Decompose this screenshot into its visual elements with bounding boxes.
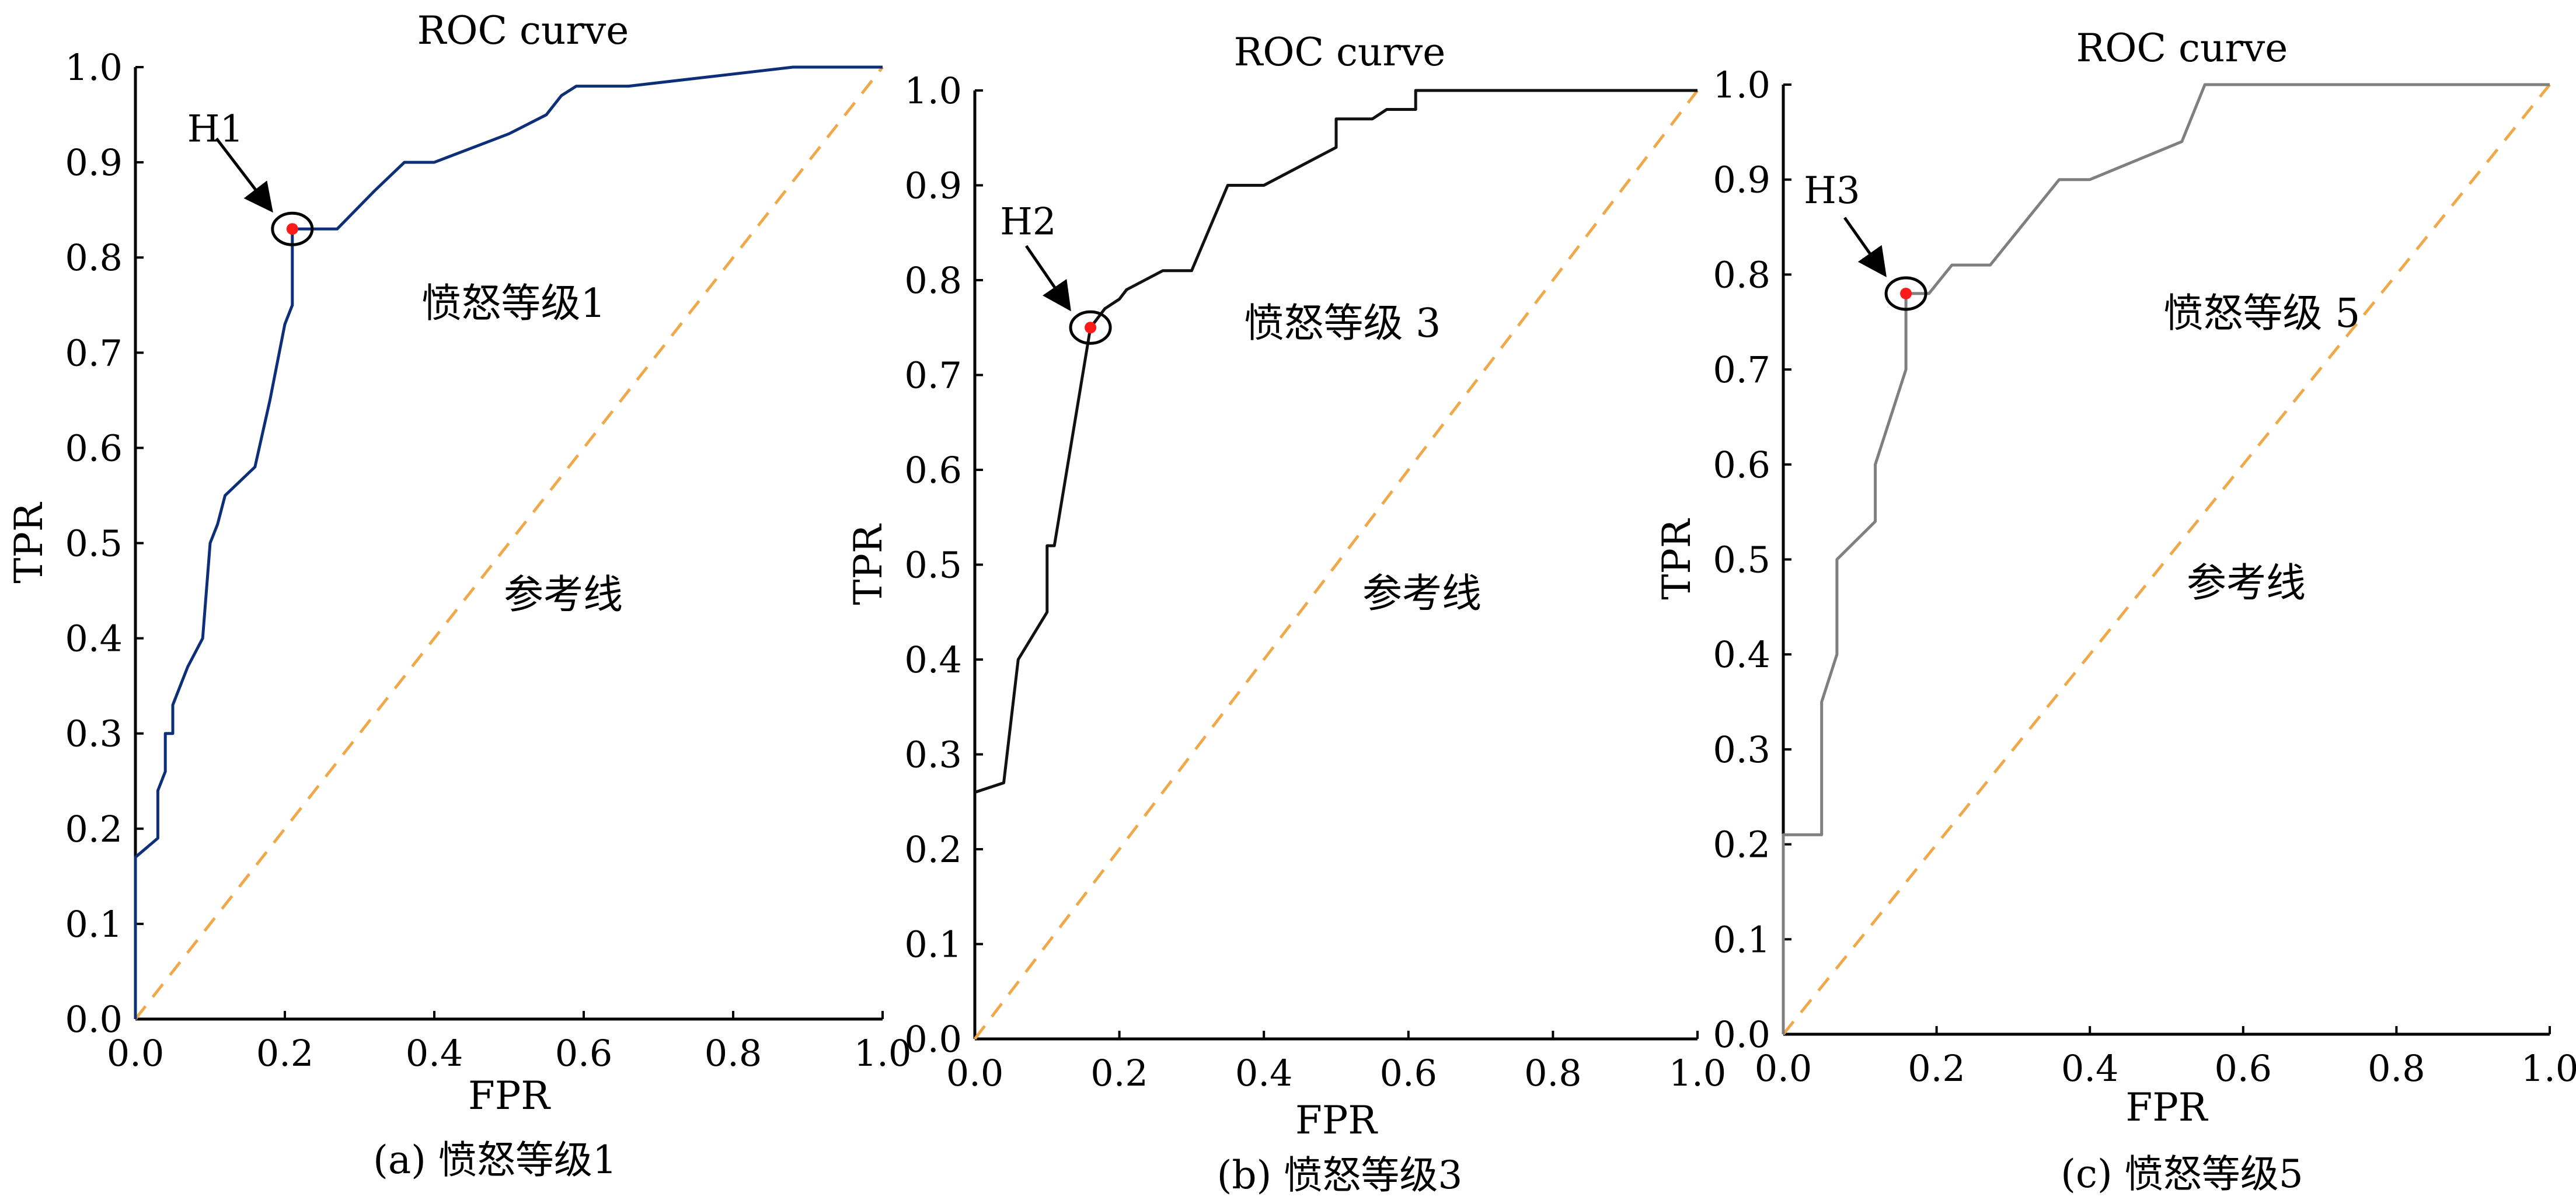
reference-line (974, 89, 1699, 1040)
y-tick-label: 0.6 (904, 449, 962, 491)
chart-title: ROC curve (1234, 30, 1446, 75)
y-tick-label: 0.4 (1713, 633, 1770, 676)
class-label: 愤怒等级1 (421, 281, 605, 327)
y-tick-label: 0.3 (904, 734, 962, 776)
y-tick-label: 0.5 (904, 544, 962, 587)
x-tick-label: 0.0 (1755, 1047, 1812, 1090)
optimal-point-label: H2 (1000, 200, 1057, 243)
y-tick-label: 0.8 (1713, 253, 1770, 296)
y-tick-label: 0.7 (1713, 348, 1770, 391)
y-tick-label: 0.3 (65, 713, 123, 755)
y-tick-label: 0.9 (1713, 159, 1770, 201)
optimal-point-dot (1900, 287, 1912, 299)
y-tick-label: 0.6 (65, 427, 123, 469)
x-tick-label: 1.0 (1669, 1052, 1727, 1094)
y-tick-label: 0.4 (65, 618, 123, 660)
x-tick-label: 0.4 (406, 1032, 463, 1075)
chart-title: ROC curve (417, 8, 629, 53)
panel-caption: (b) 愤怒等级3 (1217, 1153, 1463, 1198)
chart-title: ROC curve (2076, 26, 2288, 71)
y-axis-label: TPR (846, 523, 891, 605)
class-label: 愤怒等级 5 (2164, 291, 2361, 337)
x-tick-label: 0.8 (705, 1032, 762, 1075)
reference-line-label: 参考线 (2187, 560, 2306, 606)
y-axis-label: TPR (1654, 518, 1699, 599)
y-tick-label: 0.5 (65, 522, 123, 565)
x-tick-label: 0.6 (555, 1032, 613, 1075)
optimal-point-arrow (1025, 245, 1071, 312)
y-tick-label: 0.7 (904, 354, 962, 397)
x-tick-label: 0.8 (1524, 1052, 1582, 1094)
x-tick-label: 0.8 (2368, 1047, 2425, 1090)
x-tick-label: 0.4 (2061, 1047, 2119, 1090)
x-tick-label: 1.0 (854, 1032, 912, 1075)
x-axis-label: FPR (1295, 1098, 1378, 1143)
y-tick-label: 0.8 (904, 259, 962, 302)
optimal-point-circle (271, 211, 314, 246)
optimal-point-circle (1884, 276, 1927, 311)
roc-curve-line (974, 89, 1697, 794)
reference-line (1782, 83, 2551, 1035)
roc-panels: 0.00.10.20.30.40.50.60.70.80.91.00.0 0.2 0… (6, 8, 2576, 1198)
x-axis-label: FPR (468, 1073, 551, 1118)
y-tick-label: 1.0 (1713, 64, 1770, 106)
y-tick-label: 0.8 (65, 236, 123, 279)
y-axis-label: TPR (6, 501, 51, 583)
class-label: 愤怒等级 3 (1245, 301, 1441, 347)
reference-line (134, 66, 884, 1020)
y-tick-label: 0.7 (65, 332, 123, 374)
y-tick-label: 0.3 (1713, 728, 1770, 771)
optimal-point-label: H1 (187, 107, 244, 151)
x-tick-label: 0.2 (1908, 1047, 1965, 1090)
reference-line-label: 参考线 (1362, 571, 1482, 617)
y-tick-label: 0.1 (1713, 918, 1770, 961)
y-tick-label: 1.0 (904, 69, 962, 112)
y-tick-label: 0.9 (65, 141, 123, 184)
optimal-point-circle (1069, 310, 1112, 345)
optimal-point-dot (1085, 322, 1097, 334)
reference-line-label: 参考线 (504, 572, 623, 618)
x-tick-label: 0.6 (1379, 1052, 1437, 1094)
optimal-point-dot (286, 223, 298, 235)
optimal-point-arrow (1843, 217, 1887, 278)
x-tick-label: 0.4 (1235, 1052, 1293, 1094)
y-tick-label: 0.2 (65, 808, 123, 850)
y-tick-label: 0.2 (1713, 824, 1770, 866)
y-tick-label: 0.4 (904, 639, 962, 681)
panel-caption: (a) 愤怒等级1 (373, 1138, 617, 1182)
x-tick-label: 0.2 (256, 1032, 314, 1075)
y-tick-label: 0.0 (904, 1018, 962, 1061)
roc-panel-3: 0.00.10.20.30.40.50.60.70.80.91.00.0 0.2 0… (1654, 26, 2576, 1196)
roc-panel-2: 0.00.10.20.30.40.50.60.70.80.91.00.0 0.2 0… (846, 30, 1726, 1198)
roc-panel-1: 0.0 0.1 0.2 0.3 0.4 0.5 0.6 0.7 0.8 0.9 1.0 0.0 0.2 0… (6, 8, 911, 1182)
y-tick-label: 0.0 (65, 998, 123, 1041)
y-tick-label: 0.6 (1713, 444, 1770, 486)
x-axis-label: FPR (2126, 1085, 2209, 1130)
panel-caption: (c) 愤怒等级5 (2061, 1152, 2303, 1196)
y-tick-label: 0.1 (904, 923, 962, 966)
x-tick-label: 0.2 (1090, 1052, 1148, 1094)
x-tick-label: 0.0 (107, 1032, 165, 1075)
x-tick-label: 0.0 (946, 1052, 1004, 1094)
y-tick-label: 0.5 (1713, 539, 1770, 581)
y-tick-label: 0.2 (904, 828, 962, 871)
x-tick-label: 0.6 (2214, 1047, 2272, 1090)
roc-curve-line (134, 65, 883, 1019)
y-tick-label: 0.9 (904, 165, 962, 207)
optimal-point-label: H3 (1804, 169, 1860, 212)
y-tick-label: 0.1 (65, 903, 123, 946)
y-tick-label: 1.0 (65, 46, 123, 89)
y-tick-label: 0.0 (1713, 1013, 1770, 1056)
optimal-point-arrow (215, 137, 273, 213)
x-tick-label: 1.0 (2521, 1047, 2576, 1090)
